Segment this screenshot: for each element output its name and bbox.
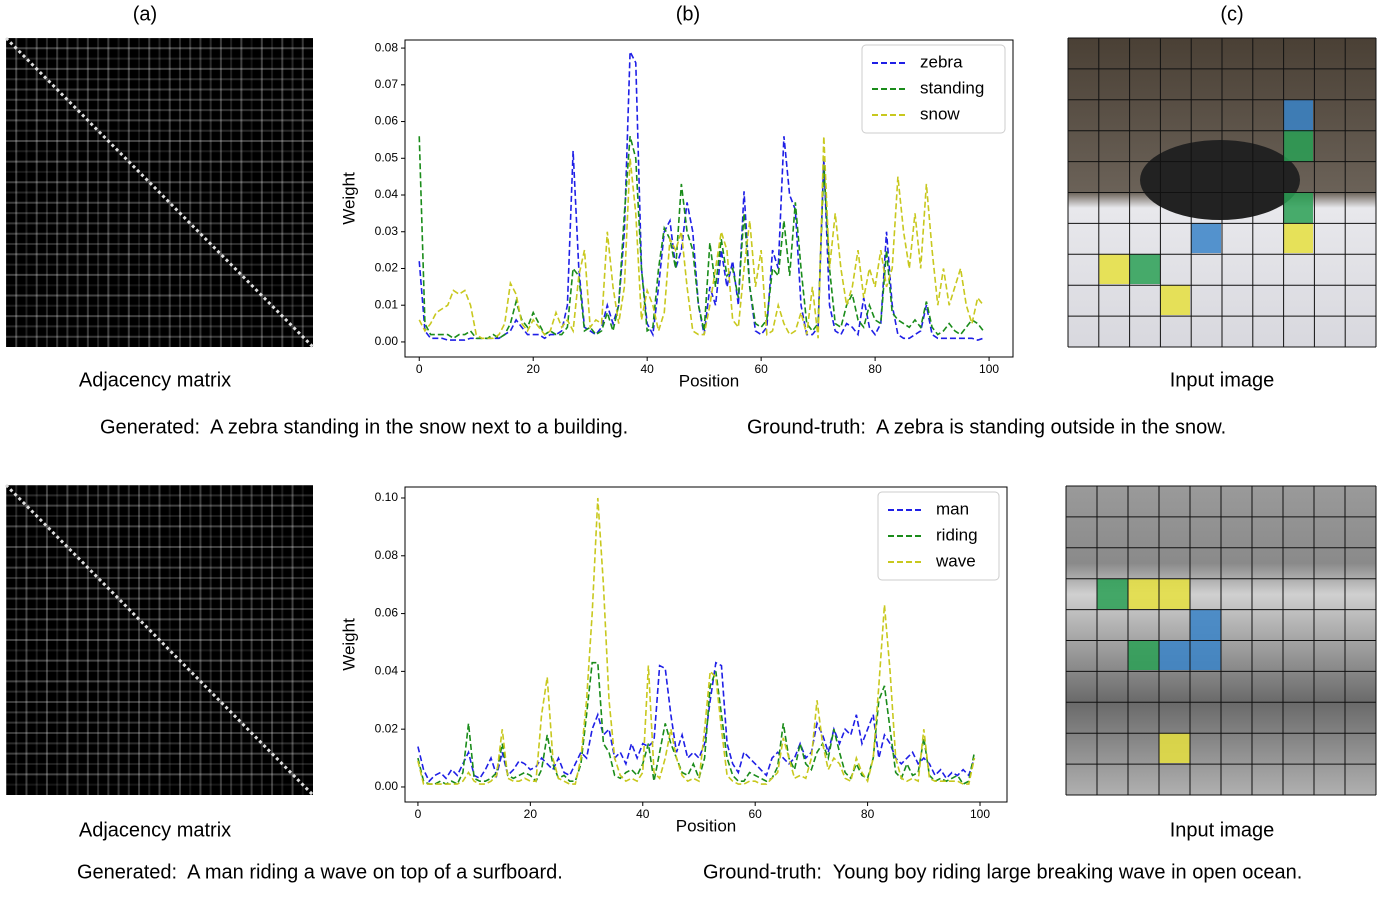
- x-tick-label: 80: [861, 807, 875, 821]
- x-tick-label: 100: [970, 807, 990, 821]
- x-tick-label: 60: [754, 362, 768, 376]
- plot-frame: [404, 39, 1014, 358]
- matrix-label: Adjacency matrix: [79, 369, 231, 391]
- generated-caption: Generated: A zebra standing in the snow …: [100, 416, 628, 438]
- x-tick-label: 20: [527, 362, 541, 376]
- legend-label: wave: [935, 551, 976, 570]
- adjacency-matrix: [4, 483, 315, 797]
- y-axis-label: Weight: [339, 618, 358, 671]
- x-tick-label: 100: [979, 362, 999, 376]
- y-tick-label: 0.02: [375, 261, 399, 275]
- legend-box: [877, 491, 1000, 581]
- line-chart: 0 20 40 60 80 100 0.00 0.01 0.02 0.03 0.04 0.05 0.06…: [339, 39, 1014, 390]
- input-image: [1065, 485, 1377, 796]
- y-tick-label: 0.02: [375, 721, 399, 735]
- input-image: [1067, 37, 1377, 348]
- legend-box: [861, 44, 1006, 134]
- series-line: [417, 661, 976, 786]
- image-label: Input image: [1170, 819, 1275, 841]
- y-tick-label: 0.08: [375, 40, 399, 54]
- y-tick-label: 0.01: [375, 297, 399, 311]
- series-line: [417, 497, 976, 785]
- y-tick-label: 0.10: [375, 490, 399, 504]
- legend-label: standing: [920, 78, 984, 97]
- legend-label: zebra: [920, 52, 963, 71]
- x-tick-label: 20: [524, 807, 538, 821]
- y-tick-label: 0.08: [375, 548, 399, 562]
- y-axis-label: Weight: [339, 172, 358, 225]
- panel-label: (c): [1220, 3, 1243, 25]
- y-tick-label: 0.00: [375, 334, 399, 348]
- x-axis-label: Position: [679, 371, 739, 390]
- matrix-label: Adjacency matrix: [79, 819, 231, 841]
- image-label: Input image: [1170, 369, 1275, 391]
- y-tick-label: 0.00: [375, 779, 399, 793]
- matrix-diagonal: [4, 36, 315, 349]
- series-line: [418, 136, 985, 340]
- matrix-diagonal: [4, 483, 315, 797]
- adjacency-matrix: [4, 36, 315, 349]
- series-line: [417, 661, 976, 783]
- y-tick-label: 0.04: [375, 187, 399, 201]
- y-tick-label: 0.06: [375, 606, 399, 620]
- ground-truth-caption: Ground-truth: A zebra is standing outsid…: [747, 416, 1226, 438]
- plot-frame: [404, 486, 1008, 803]
- legend-label: riding: [936, 525, 978, 544]
- y-tick-label: 0.06: [375, 114, 399, 128]
- x-tick-label: 0: [415, 807, 422, 821]
- y-tick-label: 0.05: [375, 150, 399, 164]
- x-tick-label: 60: [749, 807, 763, 821]
- y-tick-label: 0.07: [375, 77, 399, 91]
- x-tick-label: 40: [636, 807, 650, 821]
- series-line: [418, 136, 985, 340]
- line-chart: 0 20 40 60 80 100 0.00 0.02 0.04 0.06 0.08 0.10 Posi…: [339, 486, 1008, 835]
- x-tick-label: 80: [868, 362, 882, 376]
- x-tick-label: 0: [416, 362, 423, 376]
- legend-label: man: [936, 499, 969, 518]
- ground-truth-caption: Ground-truth: Young boy riding large bre…: [703, 861, 1302, 883]
- y-tick-label: 0.03: [375, 224, 399, 238]
- panel-label: (a): [133, 3, 157, 25]
- y-tick-label: 0.04: [375, 664, 399, 678]
- x-axis-label: Position: [676, 816, 736, 835]
- panel-label: (b): [676, 3, 700, 25]
- legend-label: snow: [920, 104, 960, 123]
- generated-caption: Generated: A man riding a wave on top of…: [77, 861, 563, 883]
- x-tick-label: 40: [640, 362, 654, 376]
